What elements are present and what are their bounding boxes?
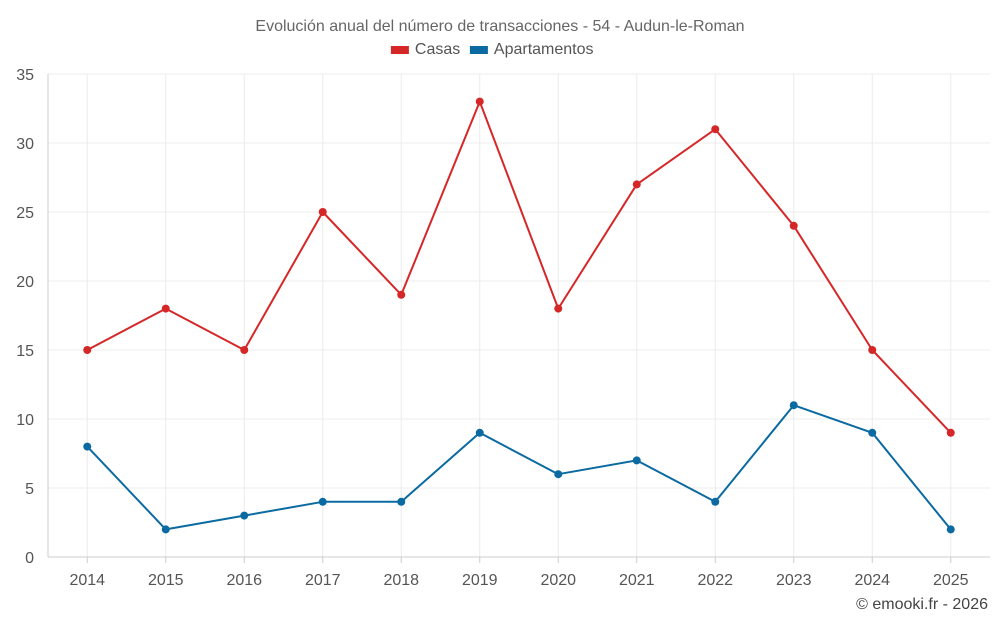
data-point-apartamentos-2015[interactable] <box>161 525 170 534</box>
y-tick-label: 25 <box>16 205 34 222</box>
legend-swatch <box>469 46 488 54</box>
x-tick-label: 2020 <box>540 572 576 589</box>
y-tick-label: 5 <box>25 481 34 498</box>
series-line-casas <box>86 100 952 434</box>
x-tick-label: 2017 <box>305 572 341 589</box>
data-point-casas-2016[interactable] <box>240 346 249 354</box>
legend-item-casas[interactable]: Casas <box>390 41 460 58</box>
data-point-apartamentos-2017[interactable] <box>318 497 327 506</box>
data-point-apartamentos-2016[interactable] <box>240 511 249 520</box>
data-point-casas-2018[interactable] <box>397 290 406 299</box>
data-point-apartamentos-2019[interactable] <box>475 428 484 437</box>
y-tick-label: 0 <box>25 550 34 567</box>
data-point-casas-2025[interactable] <box>946 428 955 437</box>
data-point-apartamentos-2020[interactable] <box>554 470 563 479</box>
data-point-casas-2020[interactable] <box>554 304 563 313</box>
x-tick-label: 2016 <box>226 572 262 589</box>
data-point-casas-2023[interactable] <box>789 221 798 230</box>
series-apartamentos <box>83 401 955 534</box>
data-point-apartamentos-2025[interactable] <box>946 525 955 534</box>
series-casas <box>83 97 955 437</box>
x-tick-label: 2018 <box>383 572 419 589</box>
x-tick-label: 2019 <box>462 572 498 589</box>
grid-lines <box>47 73 990 558</box>
series-line-apartamentos <box>86 404 952 531</box>
x-tick-label: 2024 <box>854 572 890 589</box>
data-point-casas-2019[interactable] <box>475 97 484 106</box>
x-tick-label: 2015 <box>148 572 184 589</box>
data-point-casas-2024[interactable] <box>868 346 877 354</box>
data-point-apartamentos-2024[interactable] <box>868 428 877 437</box>
y-tick-label: 15 <box>16 343 34 360</box>
data-point-apartamentos-2021[interactable] <box>632 456 641 465</box>
data-point-casas-2015[interactable] <box>161 304 170 313</box>
chart-title: Evolución anual del número de transaccio… <box>255 18 744 35</box>
x-tick-label: 2022 <box>697 572 733 589</box>
data-point-apartamentos-2014[interactable] <box>83 442 92 451</box>
legend-label: Apartamentos <box>494 41 594 58</box>
y-tick-label: 10 <box>16 412 34 429</box>
data-point-casas-2021[interactable] <box>632 180 641 189</box>
y-axis: 0 5 10 15 20 25 30 35 <box>16 67 34 567</box>
legend-item-apartamentos[interactable]: Apartamentos <box>469 41 594 58</box>
x-tick-label: 2021 <box>619 572 655 589</box>
legend-label: Casas <box>415 41 460 58</box>
x-tick-label: 2014 <box>69 572 105 589</box>
x-tick-label: 2023 <box>776 572 812 589</box>
series-lines <box>83 97 955 534</box>
data-point-casas-2017[interactable] <box>318 208 327 216</box>
y-tick-label: 20 <box>16 274 34 291</box>
y-tick-label: 30 <box>16 136 34 153</box>
x-axis: 2014 2015 2016 2017 2018 2019 2020 2021 2022 2023… <box>69 557 969 589</box>
x-tick-label: 2025 <box>933 572 969 589</box>
data-point-apartamentos-2018[interactable] <box>397 497 406 506</box>
data-point-apartamentos-2022[interactable] <box>711 497 720 506</box>
data-point-casas-2022[interactable] <box>711 125 720 134</box>
y-tick-label: 35 <box>16 67 34 84</box>
data-point-casas-2014[interactable] <box>83 346 92 354</box>
data-point-apartamentos-2023[interactable] <box>789 401 798 410</box>
legend: Casas Apartamentos <box>390 41 594 58</box>
legend-swatch <box>390 46 409 54</box>
credit-text: © emooki.fr - 2026 <box>856 596 988 613</box>
